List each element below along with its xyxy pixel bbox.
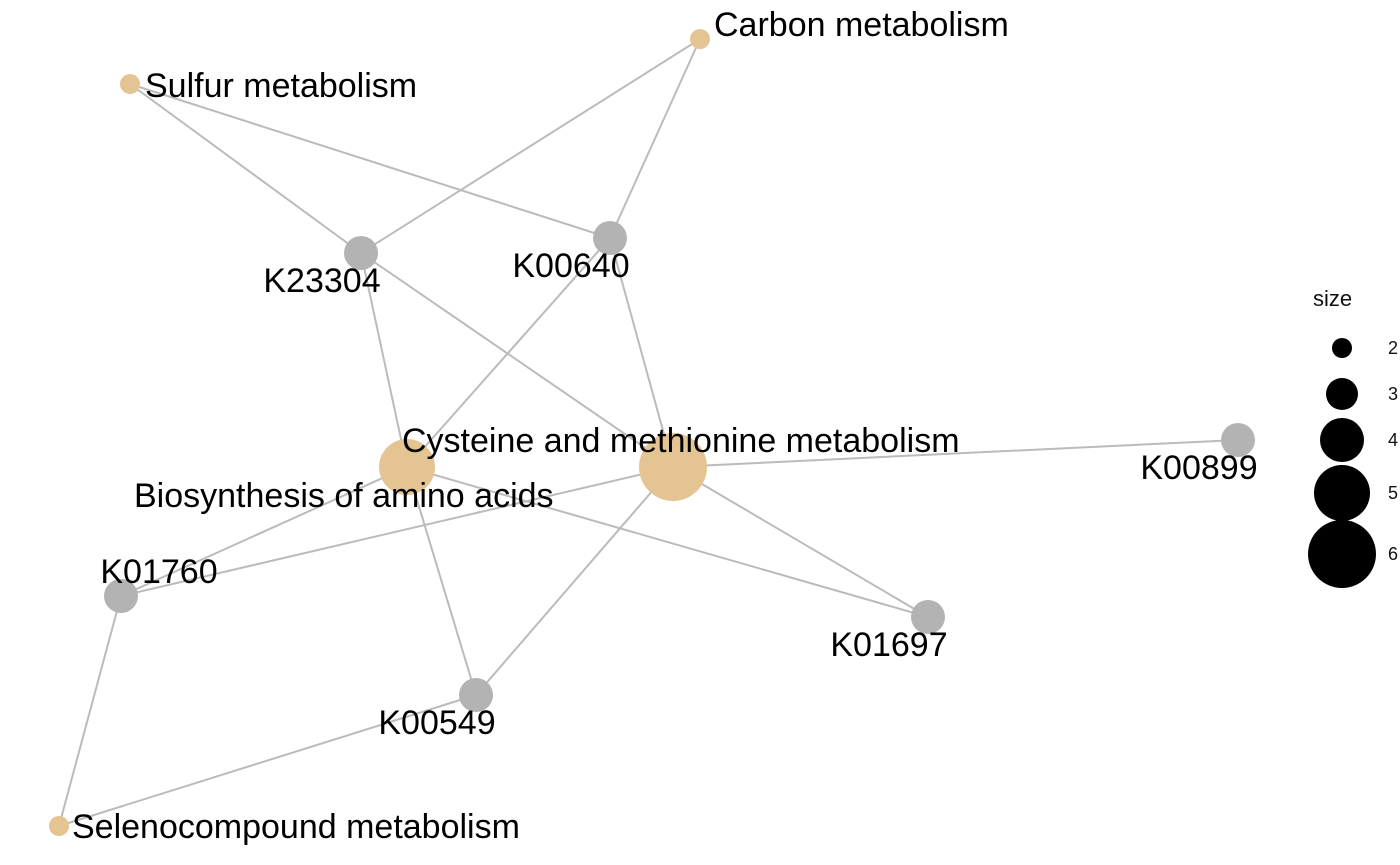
legend-label-6: 6	[1388, 544, 1398, 564]
legend-dot-3	[1326, 378, 1358, 410]
edge-K23304-cysteine	[360, 252, 674, 468]
legend-dot-5	[1314, 465, 1370, 521]
node-K23304	[344, 236, 378, 270]
label-cysteine: Cysteine and methionine metabolism	[402, 422, 960, 460]
node-carbon	[690, 29, 710, 49]
label-K23304: K23304	[263, 262, 380, 300]
labels-layer: Carbon metabolism Sulfur metabolism Cystei…	[72, 6, 1258, 846]
legend-label-5: 5	[1388, 483, 1398, 503]
label-K00640: K00640	[512, 247, 629, 285]
label-K00899: K00899	[1140, 449, 1257, 487]
legend-dot-6	[1308, 520, 1376, 588]
label-seleno: Selenocompound metabolism	[72, 808, 520, 846]
edges-layer	[58, 38, 1239, 827]
edge-sulfur-K23304	[129, 83, 362, 254]
edge-carbon-K00640	[609, 38, 701, 239]
edge-sulfur-K00640	[129, 83, 611, 239]
legend-items: 2 3 4 5 6	[1308, 338, 1398, 588]
node-K01760	[104, 579, 138, 613]
node-sulfur	[120, 74, 140, 94]
node-cysteine	[639, 433, 707, 501]
node-K00549	[459, 678, 493, 712]
edge-K01760-seleno	[58, 595, 122, 827]
legend-label-2: 2	[1388, 338, 1398, 358]
label-K00549: K00549	[378, 704, 495, 742]
edge-cysteine-K00549	[475, 466, 674, 696]
label-carbon: Carbon metabolism	[714, 6, 1009, 44]
edge-biosynthesis-K01760	[120, 466, 408, 597]
label-K01760: K01760	[100, 553, 217, 591]
size-legend: size 2 3 4 5 6	[1308, 286, 1398, 588]
edge-K00640-biosynthesis	[406, 237, 611, 468]
label-K01697: K01697	[830, 626, 947, 664]
node-K00899	[1221, 423, 1255, 457]
node-K01697	[911, 600, 945, 634]
label-sulfur: Sulfur metabolism	[145, 67, 417, 105]
legend-label-3: 3	[1388, 384, 1398, 404]
legend-dot-2	[1332, 338, 1352, 358]
legend-label-4: 4	[1388, 430, 1398, 450]
edge-K23304-biosynthesis	[360, 252, 408, 468]
nodes-layer	[49, 29, 1255, 836]
legend-title: size	[1313, 286, 1352, 311]
edge-carbon-K23304	[360, 38, 701, 254]
legend-dot-4	[1320, 418, 1364, 462]
edge-cysteine-K01697	[672, 466, 929, 618]
node-seleno	[49, 816, 69, 836]
node-biosynthesis	[379, 439, 435, 495]
edge-K00640-cysteine	[609, 237, 674, 468]
edge-cysteine-K01760	[120, 466, 674, 597]
node-K00640	[593, 221, 627, 255]
edge-biosynthesis-K01697	[406, 466, 929, 618]
edge-cysteine-K00899	[672, 439, 1239, 468]
edge-K00549-seleno	[58, 694, 477, 827]
label-biosynthesis: Biosynthesis of amino acids	[134, 477, 554, 515]
edge-biosynthesis-K00549	[406, 466, 477, 696]
